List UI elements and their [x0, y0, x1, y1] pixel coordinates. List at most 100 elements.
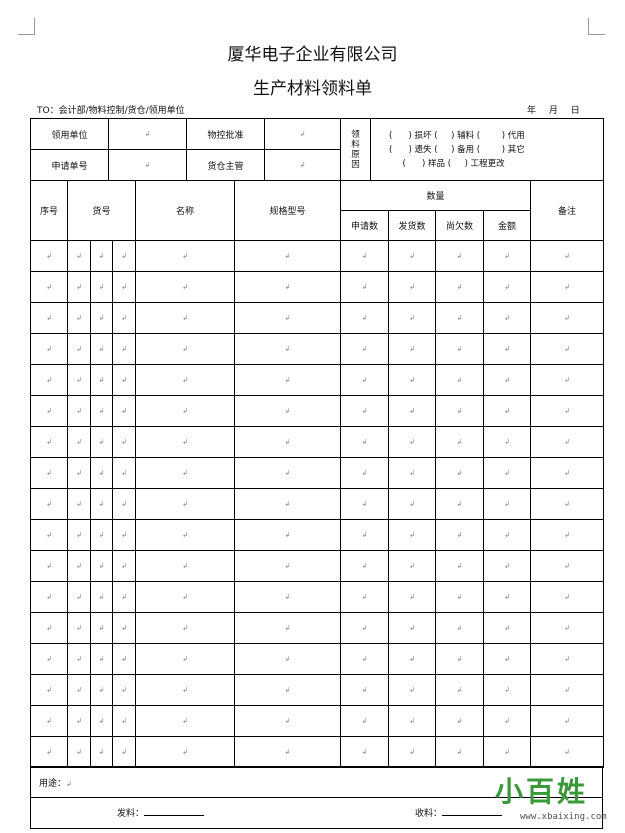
- table-cell[interactable]: ↲: [483, 426, 532, 458]
- table-cell[interactable]: ↲: [30, 736, 68, 768]
- table-cell[interactable]: ↲: [30, 674, 68, 706]
- table-cell[interactable]: ↲: [111, 519, 137, 551]
- table-cell[interactable]: ↲: [483, 333, 532, 365]
- table-cell[interactable]: ↲: [90, 457, 113, 489]
- table-cell[interactable]: ↲: [67, 674, 91, 706]
- table-cell[interactable]: ↲: [111, 395, 137, 427]
- table-cell[interactable]: ↲: [435, 457, 485, 489]
- table-cell[interactable]: ↲: [111, 333, 137, 365]
- table-cell[interactable]: ↲: [388, 581, 437, 613]
- table-cell[interactable]: ↲: [340, 457, 390, 489]
- table-cell[interactable]: ↲: [90, 240, 113, 272]
- table-cell[interactable]: ↲: [67, 395, 91, 427]
- table-cell[interactable]: ↲: [435, 674, 485, 706]
- issuer-signature[interactable]: 发料：: [117, 806, 205, 819]
- table-cell[interactable]: ↲: [234, 457, 342, 489]
- table-cell[interactable]: ↲: [30, 240, 68, 272]
- table-cell[interactable]: ↲: [388, 302, 437, 334]
- table-cell[interactable]: ↲: [67, 519, 91, 551]
- table-cell[interactable]: ↲: [135, 519, 236, 551]
- table-cell[interactable]: ↲: [90, 550, 113, 582]
- table-cell[interactable]: ↲: [111, 488, 137, 520]
- table-cell[interactable]: ↲: [30, 457, 68, 489]
- table-cell[interactable]: ↲: [483, 612, 532, 644]
- table-cell[interactable]: ↲: [388, 612, 437, 644]
- table-cell[interactable]: ↲: [340, 705, 390, 737]
- table-cell[interactable]: ↲: [111, 705, 137, 737]
- table-cell[interactable]: ↲: [90, 271, 113, 303]
- table-cell[interactable]: ↲: [388, 240, 437, 272]
- table-cell[interactable]: ↲: [388, 674, 437, 706]
- table-cell[interactable]: ↲: [530, 674, 605, 706]
- table-cell[interactable]: ↲: [135, 705, 236, 737]
- table-cell[interactable]: ↲: [530, 612, 605, 644]
- table-cell[interactable]: ↲: [234, 271, 342, 303]
- table-cell[interactable]: ↲: [67, 457, 91, 489]
- table-cell[interactable]: ↲: [483, 240, 532, 272]
- table-cell[interactable]: ↲: [340, 581, 390, 613]
- table-cell[interactable]: ↲: [483, 705, 532, 737]
- table-cell[interactable]: ↲: [67, 364, 91, 396]
- table-cell[interactable]: ↲: [435, 519, 485, 551]
- table-cell[interactable]: ↲: [111, 612, 137, 644]
- table-cell[interactable]: ↲: [483, 457, 532, 489]
- table-cell[interactable]: ↲: [483, 519, 532, 551]
- table-cell[interactable]: ↲: [234, 674, 342, 706]
- table-cell[interactable]: ↲: [30, 395, 68, 427]
- table-cell[interactable]: ↲: [67, 333, 91, 365]
- table-cell[interactable]: ↲: [435, 550, 485, 582]
- table-cell[interactable]: ↲: [90, 612, 113, 644]
- table-cell[interactable]: ↲: [135, 395, 236, 427]
- table-cell[interactable]: ↲: [234, 302, 342, 334]
- table-cell[interactable]: ↲: [340, 643, 390, 675]
- table-cell[interactable]: ↲: [483, 395, 532, 427]
- table-cell[interactable]: ↲: [530, 736, 605, 768]
- table-cell[interactable]: ↲: [340, 736, 390, 768]
- table-cell[interactable]: ↲: [435, 364, 485, 396]
- table-cell[interactable]: ↲: [530, 457, 605, 489]
- table-cell[interactable]: ↲: [388, 457, 437, 489]
- table-cell[interactable]: ↲: [388, 550, 437, 582]
- table-cell[interactable]: ↲: [90, 736, 113, 768]
- table-cell[interactable]: ↲: [234, 426, 342, 458]
- table-cell[interactable]: ↲: [388, 736, 437, 768]
- table-cell[interactable]: ↲: [90, 581, 113, 613]
- table-cell[interactable]: ↲: [234, 364, 342, 396]
- table-cell[interactable]: ↲: [530, 519, 605, 551]
- table-cell[interactable]: ↲: [530, 643, 605, 675]
- table-cell[interactable]: ↲: [340, 519, 390, 551]
- table-cell[interactable]: ↲: [435, 240, 485, 272]
- table-cell[interactable]: ↲: [67, 488, 91, 520]
- table-cell[interactable]: ↲: [340, 271, 390, 303]
- table-cell[interactable]: ↲: [67, 302, 91, 334]
- table-cell[interactable]: ↲: [530, 426, 605, 458]
- table-cell[interactable]: ↲: [483, 271, 532, 303]
- table-cell[interactable]: ↲: [388, 426, 437, 458]
- table-cell[interactable]: ↲: [135, 612, 236, 644]
- table-cell[interactable]: ↲: [30, 302, 68, 334]
- table-cell[interactable]: ↲: [135, 643, 236, 675]
- table-cell[interactable]: ↲: [67, 643, 91, 675]
- table-cell[interactable]: ↲: [111, 240, 137, 272]
- table-cell[interactable]: ↲: [135, 364, 236, 396]
- warehouse-field[interactable]: ↲: [264, 149, 341, 181]
- table-cell[interactable]: ↲: [67, 612, 91, 644]
- table-cell[interactable]: ↲: [340, 426, 390, 458]
- table-cell[interactable]: ↲: [530, 302, 605, 334]
- table-cell[interactable]: ↲: [435, 271, 485, 303]
- table-cell[interactable]: ↲: [111, 550, 137, 582]
- table-cell[interactable]: ↲: [111, 364, 137, 396]
- table-cell[interactable]: ↲: [435, 581, 485, 613]
- table-cell[interactable]: ↲: [30, 426, 68, 458]
- table-cell[interactable]: ↲: [530, 364, 605, 396]
- table-cell[interactable]: ↲: [111, 457, 137, 489]
- table-cell[interactable]: ↲: [340, 395, 390, 427]
- table-cell[interactable]: ↲: [135, 240, 236, 272]
- table-cell[interactable]: ↲: [483, 302, 532, 334]
- table-cell[interactable]: ↲: [90, 364, 113, 396]
- table-cell[interactable]: ↲: [483, 736, 532, 768]
- table-cell[interactable]: ↲: [234, 736, 342, 768]
- table-cell[interactable]: ↲: [135, 333, 236, 365]
- table-cell[interactable]: ↲: [234, 240, 342, 272]
- table-cell[interactable]: ↲: [388, 519, 437, 551]
